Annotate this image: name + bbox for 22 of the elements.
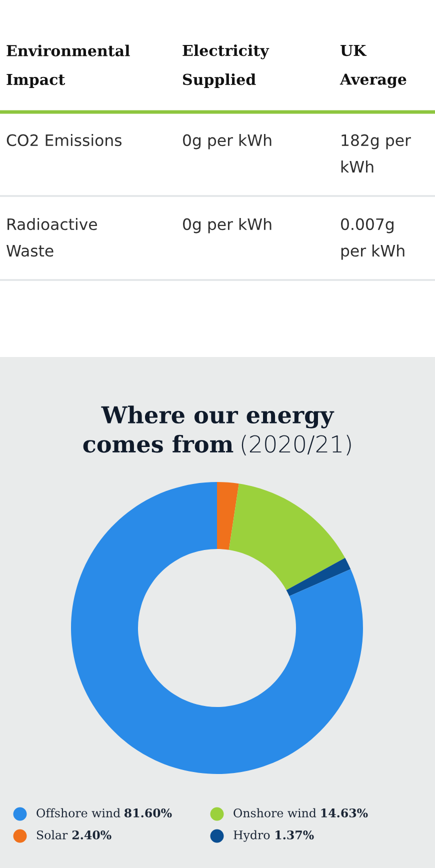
chart-subtitle: (2020/21) [242,434,351,456]
data-label: 1.37% [276,830,314,840]
text: 0g per kWh [183,134,272,150]
text: Electricity Supplied [182,44,270,88]
data-label: 14.63% [321,808,368,818]
donut-slice [71,482,363,774]
legend-label: Hydro [234,830,270,842]
text: 0g per kWh [183,218,272,234]
donut-slice [217,482,239,550]
text: CO2 Emissions [6,134,122,146]
text: 182g per kWh [341,134,411,172]
legend-label: Solar [36,830,68,840]
data-label: 2.40% [72,830,112,840]
donut-slice [228,484,346,590]
legend-label: Offshore wind [36,808,120,818]
text: Radioactive Waste [6,218,97,257]
data-label: 81.60% [124,808,172,818]
text: UK Average [340,44,406,88]
legend-label: Onshore wind [234,808,316,818]
donut-slice [286,558,351,596]
text: 0.007g per kWh [341,218,404,260]
text: Environmental Impact [6,44,130,88]
